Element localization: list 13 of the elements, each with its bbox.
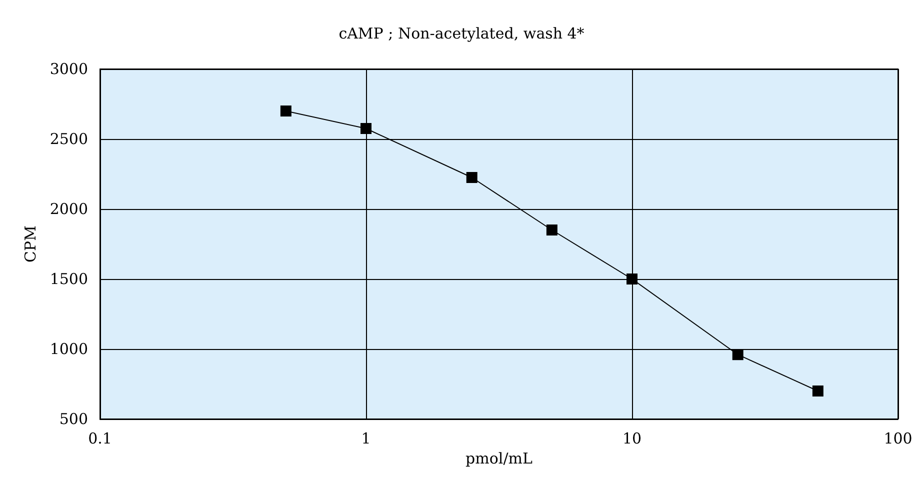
y-tick-label: 1000 — [50, 340, 88, 358]
x-tick-label: 1 — [361, 430, 371, 448]
y-tick-label: 2500 — [50, 130, 88, 148]
x-tick-label: 10 — [622, 430, 642, 448]
chart-title: cAMP ; Non-acetylated, wash 4* — [338, 24, 585, 42]
y-tick-label: 1500 — [50, 270, 88, 288]
x-axis-title: pmol/mL — [466, 449, 532, 468]
y-axis-title: CPM — [22, 226, 40, 262]
y-tick-label: 500 — [59, 410, 88, 428]
y-tick-label: 2000 — [50, 200, 88, 218]
x-tick-label: 100 — [884, 430, 912, 448]
x-tick-label: 0.1 — [88, 430, 112, 448]
y-tick-label: 3000 — [50, 60, 88, 78]
